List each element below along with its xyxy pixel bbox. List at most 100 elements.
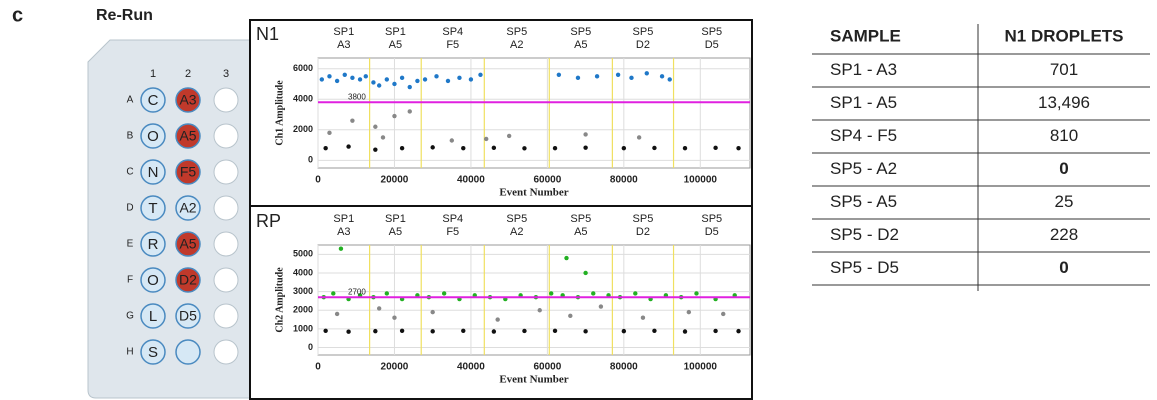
well <box>175 303 201 329</box>
well-label: SP4 <box>442 213 463 225</box>
droplet <box>338 246 344 251</box>
well <box>140 339 166 365</box>
well <box>175 87 201 113</box>
droplet <box>376 83 382 88</box>
droplet <box>461 328 466 333</box>
well-label: SP1 <box>333 26 354 38</box>
droplet <box>346 144 351 149</box>
droplet <box>721 311 726 317</box>
row-label: D <box>126 203 133 214</box>
sample-cell: SP1 - A3 <box>830 60 897 79</box>
well <box>213 231 239 257</box>
column-label: 2 <box>185 68 191 80</box>
x-tick-label: 80000 <box>610 175 638 186</box>
droplet <box>430 309 435 315</box>
plot-area <box>317 244 751 356</box>
row-label: B <box>127 131 134 142</box>
x-tick-label: 60000 <box>533 175 561 186</box>
well <box>140 195 166 221</box>
droplet <box>713 145 718 151</box>
x-axis-title: Event Number <box>499 374 568 386</box>
droplet <box>392 315 397 320</box>
droplet <box>376 306 382 311</box>
well-label: D5 <box>705 39 719 51</box>
droplet <box>373 328 378 334</box>
well-label: F5 <box>446 39 459 51</box>
y-tick-label: 2000 <box>293 124 313 134</box>
y-tick-label: 3000 <box>293 286 313 296</box>
row-label: A <box>127 95 134 106</box>
well-label: A3 <box>337 226 350 238</box>
droplet <box>334 311 340 317</box>
well <box>213 195 239 221</box>
x-axis-title: Event Number <box>499 187 568 199</box>
well-label: SP5 <box>570 26 591 38</box>
table-header: N1 DROPLETS <box>1004 26 1123 45</box>
droplet <box>399 145 405 151</box>
droplet <box>549 291 554 296</box>
droplet <box>342 72 347 78</box>
well-label: D5 <box>179 308 197 324</box>
droplet <box>350 75 355 81</box>
y-tick-label: 0 <box>308 155 313 165</box>
droplet <box>407 109 412 114</box>
well-label: A5 <box>179 128 196 144</box>
well <box>213 339 239 365</box>
droplet <box>384 77 390 82</box>
well-label: A3 <box>337 39 350 51</box>
droplet <box>441 291 447 296</box>
droplet <box>552 145 558 151</box>
droplet <box>537 308 542 313</box>
droplet <box>399 75 405 81</box>
well-label: SP5 <box>570 213 591 225</box>
well <box>175 159 201 185</box>
y-tick-label: 1000 <box>293 323 313 333</box>
well-label: D2 <box>636 226 650 238</box>
well-label: A5 <box>179 236 196 252</box>
y-tick-label: 0 <box>308 342 313 352</box>
well-label: SP5 <box>506 213 527 225</box>
y-tick-label: 6000 <box>293 63 313 73</box>
droplets-cell: 25 <box>1055 192 1074 211</box>
well-label: T <box>148 200 157 217</box>
droplet <box>583 132 588 137</box>
well <box>140 87 166 113</box>
droplet <box>468 77 474 82</box>
droplet <box>636 135 642 140</box>
droplets-cell: 0 <box>1059 258 1068 277</box>
droplet <box>363 74 368 79</box>
droplet <box>568 313 573 319</box>
well-label: D5 <box>705 226 719 238</box>
well-label: C <box>148 92 159 109</box>
droplet <box>644 71 649 76</box>
droplet <box>430 145 435 150</box>
sample-cell: SP5 - D5 <box>830 258 899 277</box>
droplet <box>615 72 621 78</box>
well-label: F5 <box>180 164 197 180</box>
droplet <box>331 291 336 296</box>
droplet <box>323 145 328 151</box>
well-label: O <box>147 128 159 145</box>
droplet <box>434 74 439 79</box>
threshold-label: 2700 <box>348 287 366 296</box>
well <box>213 123 239 149</box>
droplet <box>629 75 634 81</box>
droplet <box>495 317 500 322</box>
droplet <box>736 328 741 334</box>
droplet <box>583 145 588 150</box>
row-label: F <box>127 275 133 286</box>
well <box>175 123 201 149</box>
well-label: SP5 <box>506 26 527 38</box>
x-tick-label: 0 <box>315 362 321 373</box>
table-header: SAMPLE <box>830 26 901 45</box>
well <box>140 303 166 329</box>
droplet <box>407 84 412 90</box>
well-label: SP5 <box>633 213 654 225</box>
x-tick-label: 20000 <box>381 362 409 373</box>
well <box>140 159 166 185</box>
droplet <box>392 81 397 87</box>
x-tick-label: 60000 <box>533 362 561 373</box>
droplet <box>736 145 741 151</box>
well-label: O <box>147 272 159 289</box>
y-tick-label: 4000 <box>293 267 313 277</box>
